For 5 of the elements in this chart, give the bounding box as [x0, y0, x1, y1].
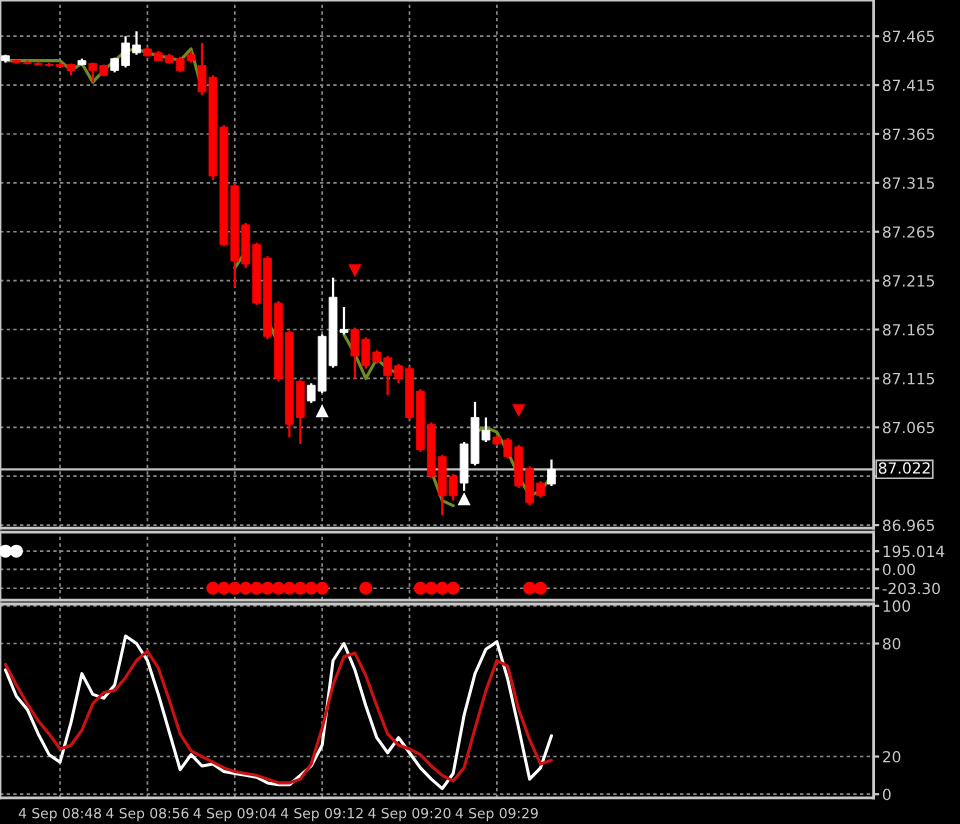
candlestick [547, 458, 556, 488]
point [348, 264, 362, 278]
point [512, 404, 526, 418]
point [315, 404, 329, 418]
point [457, 492, 471, 506]
